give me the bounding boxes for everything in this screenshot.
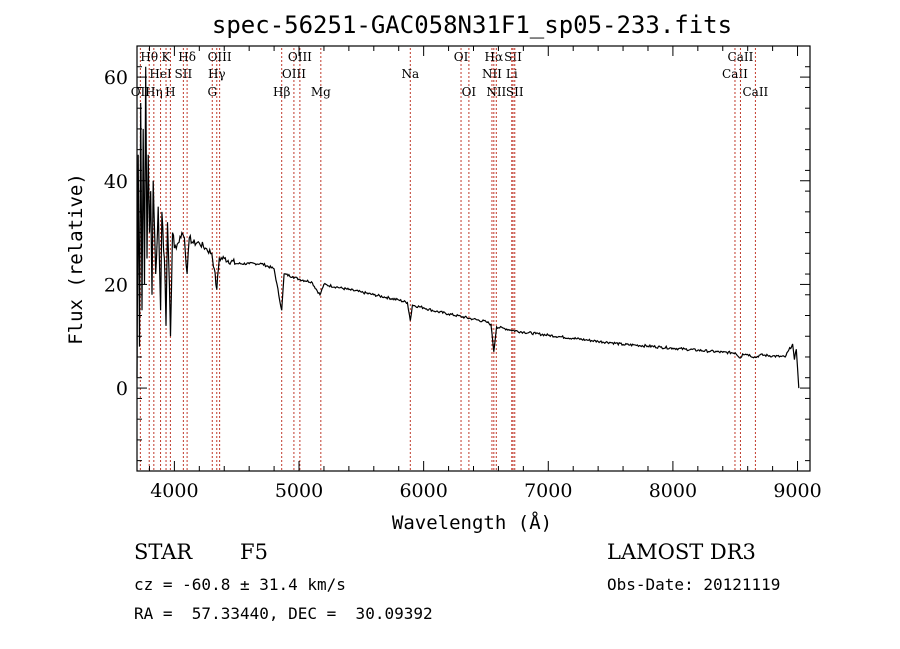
y-axis-label: Flux (relative) [65, 173, 87, 345]
line-marker-label: Li [506, 67, 518, 81]
line-marker-label: OIII [208, 50, 232, 64]
line-marker-label: CaII [728, 50, 754, 64]
spectrum-line [136, 66, 800, 389]
line-marker-label: OIII [288, 50, 312, 64]
x-axis-label: Wavelength (Å) [392, 511, 552, 534]
redshift-readout: cz = -60.8 ± 31.4 km/s [134, 575, 346, 594]
plot-frame [136, 45, 811, 472]
line-markers: OIIHθHηHeIKHSIIHδGHγOIIIHβOIIIOIIIMgNaOI… [131, 48, 769, 471]
line-marker-label: CaII [742, 85, 768, 99]
x-tick-label: 4000 [150, 480, 198, 502]
line-marker-label: SII [504, 50, 522, 64]
line-marker-label: Hβ [273, 85, 290, 99]
survey-name: LAMOST DR3 [607, 540, 756, 564]
chart-title: spec-56251-GAC058N31F1_sp05-233.fits [212, 11, 732, 39]
line-marker-label: HeI [149, 67, 172, 81]
line-marker-label: Hα [485, 50, 504, 64]
object-class: STAR [134, 540, 193, 564]
line-marker-label: OI [454, 50, 469, 64]
x-tick-label: 9000 [773, 480, 821, 502]
line-marker-label: OIII [282, 67, 306, 81]
obs-date: Obs-Date: 20121119 [607, 575, 781, 594]
y-tick-label: 20 [104, 274, 128, 296]
line-marker-label: NII [486, 85, 506, 99]
coordinates: RA = 57.33440, DEC = 30.09392 [134, 604, 433, 623]
line-marker-label: Hη [145, 85, 163, 99]
y-tick-label: 0 [116, 378, 128, 400]
line-marker-label: K [162, 50, 172, 64]
line-marker-label: G [207, 85, 217, 99]
y-tick-label: 40 [104, 171, 128, 193]
line-marker-label: Mg [311, 85, 331, 99]
x-tick-label: 5000 [275, 480, 323, 502]
line-marker-label: Na [401, 67, 419, 81]
y-tick-label: 60 [104, 67, 128, 89]
line-marker-label: SII [506, 85, 524, 99]
line-marker-label: Hγ [208, 67, 226, 81]
line-marker-label: CaII [722, 67, 748, 81]
line-marker-label: Hδ [178, 50, 196, 64]
spectral-subclass: F5 [240, 540, 268, 564]
axis-ticks: 4000 5000 6000 7000 8000 9000 0 20 40 60 [104, 45, 822, 502]
line-marker-label: OI [462, 85, 477, 99]
x-tick-label: 6000 [399, 480, 447, 502]
line-marker-label: Hθ [140, 50, 158, 64]
x-tick-label: 8000 [649, 480, 697, 502]
line-marker-label: H [165, 85, 175, 99]
line-marker-label: NII [482, 67, 502, 81]
line-marker-label: SII [175, 67, 193, 81]
x-tick-label: 7000 [524, 480, 572, 502]
